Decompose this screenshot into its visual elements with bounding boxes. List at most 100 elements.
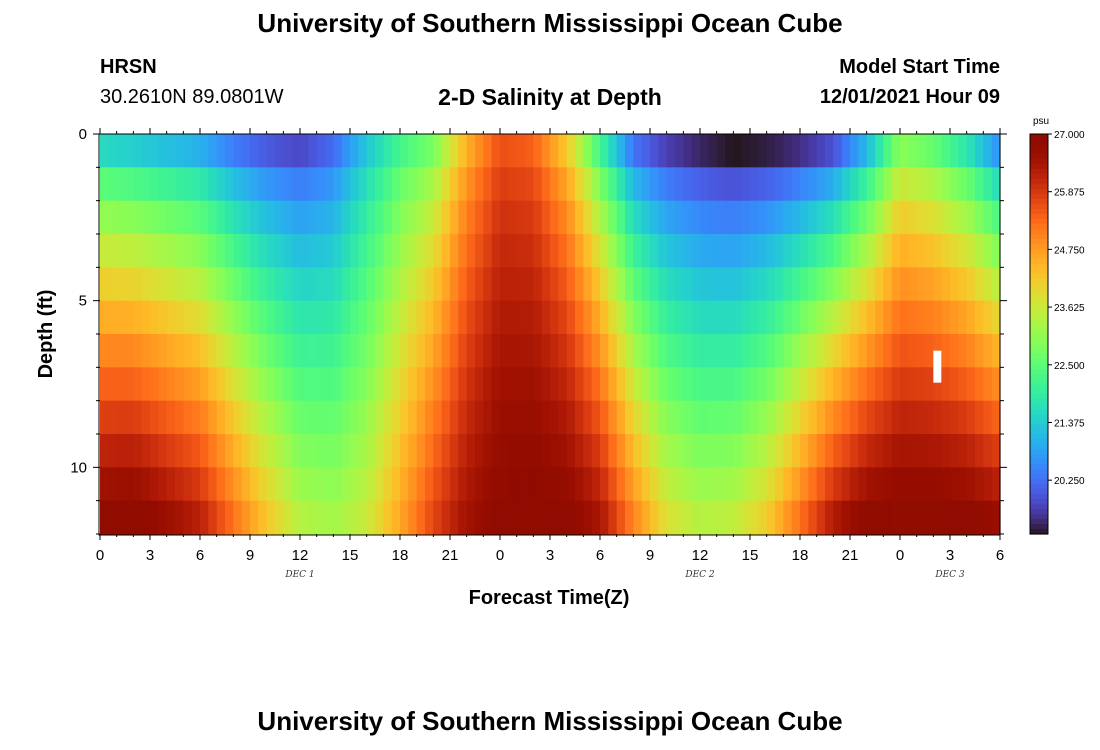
heatmap-cell xyxy=(650,167,659,202)
heatmap-cell xyxy=(775,467,784,502)
heatmap-cell xyxy=(858,500,868,535)
heatmap-cell xyxy=(325,200,334,235)
heatmap-cell xyxy=(533,200,543,235)
heatmap-cell xyxy=(950,234,959,268)
heatmap-cell xyxy=(133,467,143,502)
heatmap-cell xyxy=(133,267,143,302)
heatmap-cell xyxy=(191,500,201,535)
heatmap-cell xyxy=(775,267,784,302)
heatmap-cell xyxy=(516,300,526,335)
heatmap-cell xyxy=(591,200,601,235)
heatmap-cell xyxy=(833,267,843,302)
heatmap-cell xyxy=(258,167,268,202)
heatmap-cell xyxy=(991,134,1001,168)
heatmap-cell xyxy=(133,367,143,402)
heatmap-cell xyxy=(483,334,493,368)
heatmap-cell xyxy=(575,400,584,435)
heatmap-cell xyxy=(900,267,909,302)
heatmap-cell xyxy=(841,167,851,202)
heatmap-cell xyxy=(191,300,201,335)
heatmap-cell xyxy=(325,167,334,202)
heatmap-cell xyxy=(716,300,726,335)
model-start-label: Model Start Time xyxy=(839,56,1000,78)
heatmap-cell xyxy=(725,434,734,468)
heatmap-cell xyxy=(900,300,909,335)
heatmap-cell xyxy=(750,334,759,368)
heatmap-cell xyxy=(733,234,743,268)
heatmap-cell xyxy=(400,234,409,268)
heatmap-cell xyxy=(600,200,609,235)
heatmap-cell xyxy=(541,167,551,202)
colorbar-tick-label: 24.750 xyxy=(1054,245,1085,256)
heatmap-cell xyxy=(416,334,426,368)
heatmap-cell xyxy=(683,367,693,402)
heatmap-cell xyxy=(950,400,959,435)
heatmap-cell xyxy=(591,300,601,335)
heatmap-cell xyxy=(675,367,684,402)
heatmap-cell xyxy=(491,334,501,368)
heatmap-cell xyxy=(941,334,951,368)
heatmap-cell xyxy=(158,267,168,302)
heatmap-cell xyxy=(816,500,826,535)
heatmap-cell xyxy=(833,334,843,368)
heatmap-cell xyxy=(658,334,668,368)
heatmap-cell xyxy=(591,400,601,435)
heatmap-cell xyxy=(550,467,559,502)
colorbar-swatch xyxy=(1030,514,1048,520)
heatmap-cell xyxy=(716,200,726,235)
heatmap-cell xyxy=(508,300,518,335)
heatmap-cell xyxy=(741,467,751,502)
heatmap-cell xyxy=(841,234,851,268)
heatmap-cell xyxy=(708,434,718,468)
heatmap-cell xyxy=(541,134,551,168)
heatmap-cell xyxy=(508,434,518,468)
heatmap-cell xyxy=(983,167,993,202)
heatmap-cell xyxy=(791,167,801,202)
heatmap-cell xyxy=(583,334,593,368)
heatmap-cell xyxy=(216,267,226,302)
colorbar-swatch xyxy=(1030,399,1048,405)
heatmap-cell xyxy=(908,367,918,402)
heatmap-cell xyxy=(716,434,726,468)
heatmap-cell xyxy=(300,234,309,268)
heatmap-cell xyxy=(233,367,243,402)
heatmap-cell xyxy=(783,334,793,368)
heatmap-cell xyxy=(708,167,718,202)
heatmap-cell xyxy=(883,300,893,335)
heatmap-cell xyxy=(700,467,709,502)
heatmap-cell xyxy=(658,134,668,168)
heatmap-cell xyxy=(875,234,884,268)
heatmap-cell xyxy=(616,167,626,202)
heatmap-cell xyxy=(216,367,226,402)
heatmap-cell xyxy=(725,400,734,435)
heatmap-cell xyxy=(783,167,793,202)
heatmap-cell xyxy=(850,500,859,535)
heatmap-cell xyxy=(275,400,284,435)
heatmap-cell xyxy=(200,300,209,335)
heatmap-cell xyxy=(283,467,293,502)
heatmap-cell xyxy=(483,467,493,502)
heatmap-cell xyxy=(766,367,776,402)
colorbar-swatch xyxy=(1030,274,1048,280)
heatmap-cell xyxy=(816,134,826,168)
heatmap-cell xyxy=(866,334,876,368)
heatmap-cell xyxy=(708,234,718,268)
heatmap-cell xyxy=(608,134,618,168)
heatmap-cell xyxy=(541,434,551,468)
heatmap-cell xyxy=(558,234,568,268)
heatmap-cell xyxy=(525,400,534,435)
heatmap-cell xyxy=(866,200,876,235)
heatmap-cell xyxy=(908,234,918,268)
heatmap-cell xyxy=(341,167,351,202)
heatmap-cell xyxy=(491,300,501,335)
heatmap-cell xyxy=(366,334,376,368)
heatmap-cell xyxy=(666,500,676,535)
heatmap-cell xyxy=(425,134,434,168)
heatmap-cell xyxy=(175,500,184,535)
heatmap-cell xyxy=(283,500,293,535)
heatmap-cell xyxy=(241,334,251,368)
heatmap-cell xyxy=(258,367,268,402)
heatmap-cell xyxy=(433,267,443,302)
heatmap-cell xyxy=(925,234,934,268)
heatmap-cell xyxy=(108,267,118,302)
